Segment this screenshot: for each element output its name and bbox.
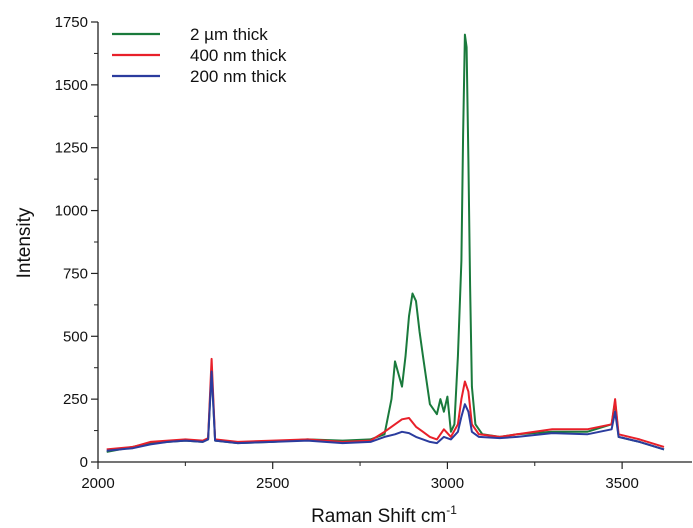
- y-tick-label: 500: [63, 328, 88, 345]
- x-axis-title: Raman Shift cm-1: [311, 503, 457, 527]
- x-axis-ticks: 2000 2500 3000 3500: [81, 462, 639, 492]
- legend-label-0: 2 µm thick: [190, 25, 268, 44]
- x-tick-label: 2000: [81, 475, 114, 492]
- plot-series-group: [106, 33, 665, 453]
- legend-label-2: 200 nm thick: [190, 67, 287, 86]
- y-tick-label: 250: [63, 391, 88, 408]
- y-axis-title: Intensity: [14, 207, 35, 278]
- x-axis-title-text: Raman Shift cm: [311, 506, 446, 527]
- y-tick-label: 750: [63, 265, 88, 282]
- x-axis-title-superscript: -1: [446, 503, 457, 517]
- x-tick-label: 3000: [431, 475, 464, 492]
- legend-label-1: 400 nm thick: [190, 46, 287, 65]
- series-line-2: [106, 370, 665, 452]
- y-tick-label: 1750: [55, 14, 88, 31]
- y-axis-ticks: 0 250 500 750 1000 1250 1500 1750: [55, 14, 98, 471]
- y-tick-label: 1250: [55, 140, 88, 157]
- series-line-0: [106, 33, 665, 453]
- y-tick-label: 0: [80, 454, 88, 471]
- y-tick-label: 1000: [55, 203, 88, 220]
- y-tick-label: 1500: [55, 77, 88, 94]
- legend: 2 µm thick 400 nm thick 200 nm thick: [112, 25, 287, 86]
- x-tick-label: 2500: [256, 475, 289, 492]
- x-tick-label: 3500: [605, 475, 638, 492]
